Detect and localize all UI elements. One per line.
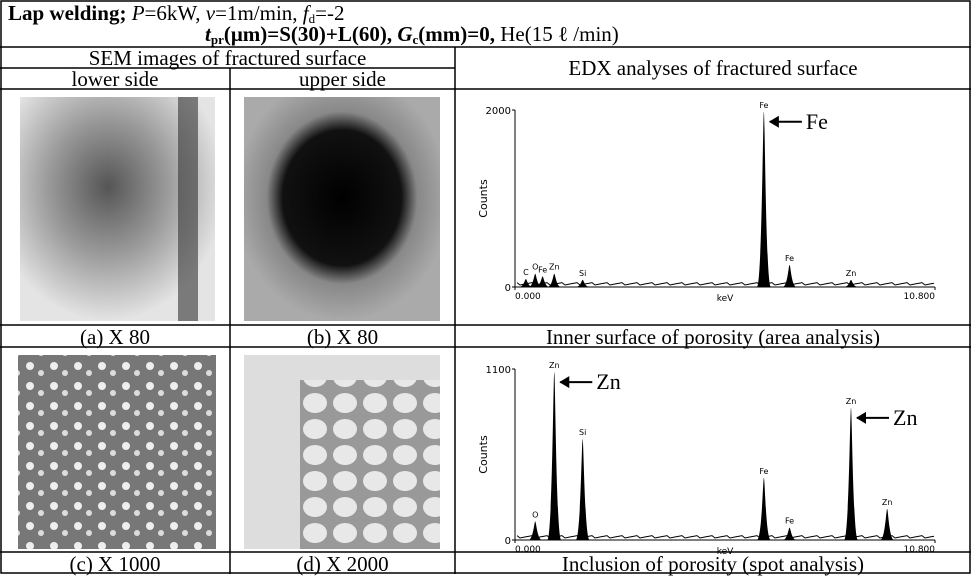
peak-label: O <box>532 263 538 272</box>
spectrum-peak <box>575 279 590 287</box>
spectrum-baseline <box>516 282 935 286</box>
peak-label: Si <box>579 269 586 278</box>
header-text: P <box>131 1 145 25</box>
spectrum-peak <box>575 438 590 540</box>
spectrum-peak <box>547 372 562 540</box>
spectrum-peak <box>782 264 797 287</box>
header-text: pr <box>210 32 224 47</box>
sem-image-d <box>300 380 440 549</box>
header-text: c <box>412 32 419 47</box>
spectrum-peak <box>756 111 771 288</box>
header-text: v <box>205 1 216 25</box>
peak-label: Zn <box>549 263 560 272</box>
header-line-2: tpr(μm)=S(30)+L(60), Gc(mm)=0, He(15 ℓ /… <box>205 23 619 51</box>
y-tick-label: 2000 <box>486 106 511 117</box>
annotation-text: Zn <box>893 405 917 430</box>
caption: (d) X 2000 <box>296 552 389 576</box>
header-text: =-2 <box>315 1 345 25</box>
annotation-arrowhead <box>768 115 779 128</box>
spectrum-peak <box>782 527 797 540</box>
spectrum-peak <box>844 407 858 540</box>
spectrum-peak <box>528 521 543 540</box>
peak-label: Zn <box>846 397 857 406</box>
caption: (c) X 1000 <box>69 552 161 576</box>
sem-image-c <box>18 355 216 549</box>
edx-header: EDX analyses of fractured surface <box>568 56 858 80</box>
annotation-text: Zn <box>596 369 620 394</box>
spectrum-peak <box>518 279 533 287</box>
spectrum-peak <box>880 508 895 540</box>
y-tick-label: 0 <box>505 536 511 547</box>
header-text: Lap welding; <box>8 1 127 25</box>
header-text: d <box>308 11 316 26</box>
x-axis-label: keV <box>717 294 734 304</box>
header-text: (mm)=0, <box>418 22 495 46</box>
caption: (a) X 80 <box>80 325 150 349</box>
sem-image-b <box>244 97 440 321</box>
sem-header: SEM images of fractured surface <box>88 46 367 70</box>
peak-label: O <box>532 510 538 519</box>
spectrum-peak <box>535 276 550 287</box>
annotation-arrowhead <box>559 376 570 389</box>
y-tick-label: 0 <box>505 283 511 294</box>
spectrum-peak <box>756 477 771 540</box>
header-text: G <box>397 22 413 46</box>
x-tick-label: 0.000 <box>515 545 541 555</box>
column-header: upper side <box>299 67 386 91</box>
peak-label: Fe <box>759 101 768 110</box>
peak-label: Fe <box>759 467 768 476</box>
header-text: =1m/min, <box>215 1 298 25</box>
header-text: f <box>302 1 309 25</box>
caption: Inclusion of porosity (spot analysis) <box>561 552 865 576</box>
peak-label: Fe <box>538 265 547 274</box>
caption: Inner surface of porosity (area analysis… <box>545 325 881 349</box>
header-text: t <box>205 22 211 46</box>
column-header: lower side <box>71 67 159 91</box>
header-line-1: Lap welding; P=6kW, v=1m/min, fd=-2 <box>8 2 344 30</box>
y-tick-label: 1100 <box>486 365 511 376</box>
spectrum-peak <box>528 273 543 287</box>
x-tick-label: 10.800 <box>904 292 936 302</box>
spectrum-peak <box>844 279 858 287</box>
peak-label: Si <box>579 428 586 437</box>
peak-label: Zn <box>882 498 893 507</box>
peak-label: Zn <box>846 269 857 278</box>
peak-label: Zn <box>549 361 560 370</box>
y-axis-label: Counts <box>477 179 490 218</box>
caption: (b) X 80 <box>306 325 379 349</box>
x-tick-label: 10.800 <box>904 545 936 555</box>
sem-image-a-edge <box>178 97 198 321</box>
y-axis-label: Counts <box>477 435 490 474</box>
header-text: (μm)=S(30)+L(60), <box>223 22 393 46</box>
header-text: =6kW, <box>144 1 201 25</box>
x-axis-label: keV <box>717 547 734 557</box>
spectrum-peak <box>547 273 562 287</box>
peak-label: Fe <box>785 517 794 526</box>
x-tick-label: 0.000 <box>515 292 541 302</box>
peak-label: Fe <box>785 254 794 263</box>
annotation-text: Fe <box>806 109 828 134</box>
annotation-arrowhead <box>856 411 866 424</box>
header-text: He(15 ℓ /min) <box>500 22 619 46</box>
peak-label: C <box>523 268 529 277</box>
